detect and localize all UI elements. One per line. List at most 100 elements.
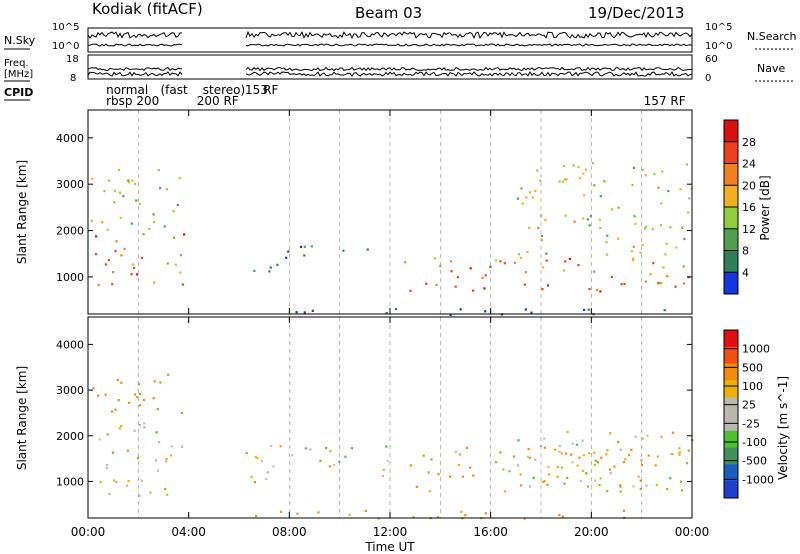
velocity-cell: [670, 453, 673, 456]
power-cell: [562, 164, 565, 168]
power-cell: [572, 164, 575, 167]
nsky-right-tick-bottom: 10^0: [705, 41, 732, 52]
power-cell: [610, 275, 613, 279]
velocity-cell: [570, 453, 573, 456]
velocity-cell: [512, 455, 516, 458]
velocity-cell: [158, 441, 161, 444]
velocity-cell: [457, 463, 461, 467]
power-cell: [179, 254, 182, 257]
velocity-cell: [613, 465, 616, 468]
power-cell: [599, 290, 602, 293]
power-cell: [524, 271, 527, 274]
velocity-cell: [594, 459, 597, 462]
power-cell: [123, 247, 126, 250]
power-cell: [409, 289, 412, 292]
velocity-cell: [118, 427, 121, 430]
power-cell: [268, 270, 271, 273]
power-cell: [303, 254, 306, 257]
velocity-cell: [290, 454, 294, 457]
velocity-cell: [437, 516, 440, 519]
velocity-cell: [472, 474, 475, 477]
velocity-cell: [296, 512, 299, 515]
velocity-cell: [617, 440, 620, 444]
velocity-cell: [605, 453, 608, 456]
power-cell: [682, 265, 685, 268]
velocity-cell: [105, 466, 108, 470]
cpid-program-label: 153: [245, 83, 268, 97]
velocity-cell: [666, 487, 669, 491]
velocity-cell: [678, 453, 681, 456]
velocity-cell: [409, 464, 412, 467]
power-cell: [101, 221, 104, 224]
velocity-cell: [526, 455, 530, 458]
y-tick-label: 1000: [56, 475, 84, 488]
velocity-cell: [120, 425, 123, 428]
power-cell: [113, 189, 116, 192]
velocity-cell: [528, 485, 532, 488]
power-colorbar-label: Power [dB]: [758, 175, 772, 240]
velocity-cell: [250, 475, 253, 479]
velocity-cell: [165, 460, 168, 463]
velocity-cell: [547, 465, 550, 469]
y-tick-label: 2000: [56, 430, 84, 443]
velocity-cell: [499, 451, 502, 454]
power-cell: [513, 261, 517, 264]
power-cell: [592, 162, 595, 165]
power-cell: [148, 228, 151, 231]
power-cell: [632, 257, 635, 260]
cpid-program-label: rbsp: [106, 94, 132, 108]
power-cell: [534, 189, 537, 192]
power-cell: [449, 260, 452, 263]
power-cell: [606, 234, 609, 237]
velocity-cell: [608, 468, 611, 471]
velocity-cell: [543, 446, 546, 449]
velocity-cell: [641, 437, 644, 440]
velocity-cell: [586, 485, 590, 488]
velocity-cell: [571, 461, 574, 464]
velocity-cell: [265, 477, 268, 481]
velocity-cell: [628, 453, 631, 456]
velocity-cell: [140, 479, 144, 482]
velocity-cell: [98, 438, 101, 441]
power-cell: [489, 265, 492, 268]
power-cell: [617, 237, 620, 240]
power-cell: [152, 213, 155, 216]
nsky-frame: [87, 27, 693, 53]
velocity-cell: [566, 476, 569, 479]
x-tick-label: 00:00: [71, 525, 106, 539]
power-cell: [503, 262, 506, 265]
power-cell: [545, 252, 548, 255]
power-cell: [565, 178, 568, 181]
velocity-cell: [138, 404, 141, 407]
power-cell: [153, 281, 156, 284]
power-cell: [181, 283, 184, 286]
velocity-cell: [632, 485, 635, 488]
power-cell: [667, 189, 670, 193]
power-cell: [179, 271, 182, 274]
power-cell: [456, 276, 459, 279]
power-cell: [499, 260, 502, 263]
power-cell: [425, 282, 428, 285]
velocity-cell: [532, 476, 535, 479]
power-cell: [433, 257, 436, 260]
cpid-program-label: 157 RF: [644, 94, 686, 108]
colorbar-swatch: [724, 363, 738, 381]
velocity-cell: [680, 489, 683, 492]
velocity-cell: [138, 392, 141, 395]
power-cell: [117, 168, 121, 172]
velocity-cell: [548, 473, 551, 476]
velocity-cell: [382, 468, 385, 471]
power-cell: [90, 219, 93, 222]
power-cell: [285, 256, 288, 259]
velocity-cell: [647, 454, 650, 457]
cpid-program-label: 200: [136, 94, 159, 108]
colorbar-swatch: [724, 272, 738, 295]
power-cell: [620, 283, 623, 286]
velocity-cell: [136, 396, 139, 399]
velocity-cell: [260, 460, 263, 463]
power-cell: [540, 234, 543, 238]
power-cell: [521, 202, 524, 205]
velocity-cell: [133, 393, 136, 396]
power-cell: [652, 262, 655, 265]
velocity-cell: [152, 397, 155, 400]
